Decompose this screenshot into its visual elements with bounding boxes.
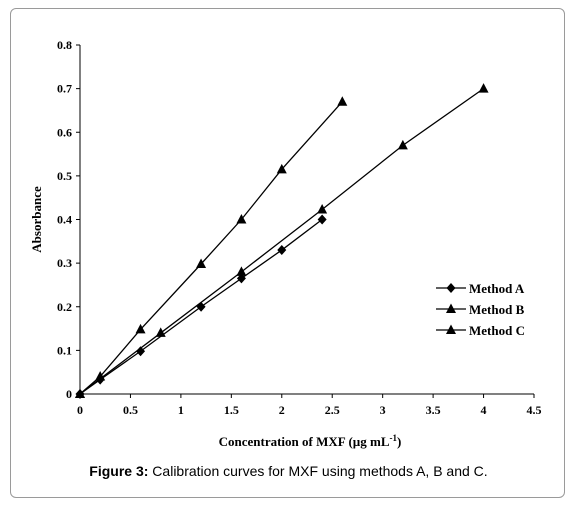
x-tick-label: 1.5 (224, 403, 239, 417)
series-method-a (75, 214, 327, 399)
x-tick-label: 1 (178, 403, 184, 417)
x-tick-label: 2 (279, 403, 285, 417)
axes: 0 0.1 0.2 0.3 0.4 0.5 0.6 0.7 0.8 0 0.5 1 1.5 2 2.5 3 3.… (57, 38, 542, 417)
y-axis-title: Absorbance (29, 186, 44, 253)
data-point (277, 245, 287, 256)
data-point (135, 323, 146, 334)
x-tick-label: 3 (380, 403, 386, 417)
x-tick-label: 2.5 (325, 403, 340, 417)
x-tick-label: 4.5 (527, 403, 542, 417)
data-point (317, 214, 327, 225)
y-tick-label: 0.8 (57, 38, 72, 52)
data-point (155, 327, 166, 337)
series-layer (75, 83, 489, 399)
y-tick-label: 0.4 (57, 213, 72, 227)
legend-entry: Method B (436, 302, 525, 317)
x-tick-label: 3.5 (426, 403, 441, 417)
data-point (236, 266, 247, 276)
data-point (75, 388, 85, 398)
data-point (95, 371, 106, 381)
y-tick-label: 0.5 (57, 169, 72, 183)
figure-text: Calibration curves for MXF using methods… (148, 463, 488, 479)
data-point (196, 301, 206, 312)
data-point (236, 273, 246, 284)
data-point (397, 139, 408, 150)
data-point (136, 346, 146, 357)
data-point (478, 83, 489, 93)
y-tick-label: 0.6 (57, 125, 72, 139)
figure-label: Figure 3: (89, 463, 149, 479)
legend-label: Method C (469, 323, 525, 338)
data-point (317, 203, 328, 214)
x-tick-label: 0 (77, 403, 83, 417)
data-point (337, 96, 348, 106)
series-method-c (75, 83, 489, 398)
y-tick-label: 0 (66, 387, 72, 401)
calibration-chart: 0 0.1 0.2 0.3 0.4 0.5 0.6 0.7 0.8 0 0.5 1 1.5 2 2.5 3 3.… (29, 38, 542, 449)
y-tick-label: 0.3 (57, 256, 72, 270)
series-line (79, 101, 343, 395)
y-tick-label: 0.7 (57, 82, 72, 96)
legend-marker (446, 303, 456, 313)
legend-marker (446, 283, 456, 293)
data-point (196, 258, 207, 268)
figure-frame (10, 8, 565, 498)
figure-caption: Figure 3: Calibration curves for MXF usi… (0, 463, 577, 479)
series-method-b (75, 96, 348, 398)
legend-label: Method A (469, 281, 525, 296)
x-tick-label: 0.5 (123, 403, 138, 417)
series-line (79, 88, 484, 395)
y-tick-label: 0.1 (57, 343, 72, 357)
legend-marker (446, 324, 456, 334)
legend: Method A Method B Method C (436, 281, 525, 338)
x-tick-label: 4 (481, 403, 487, 417)
y-tick-label: 0.2 (57, 300, 72, 314)
data-point (236, 214, 247, 224)
legend-label: Method B (469, 302, 525, 317)
data-point (276, 163, 287, 174)
x-axis-title: Concentration of MXF (µg mL-1) (219, 433, 402, 449)
legend-entry: Method C (436, 323, 525, 338)
legend-entry: Method A (436, 281, 525, 296)
